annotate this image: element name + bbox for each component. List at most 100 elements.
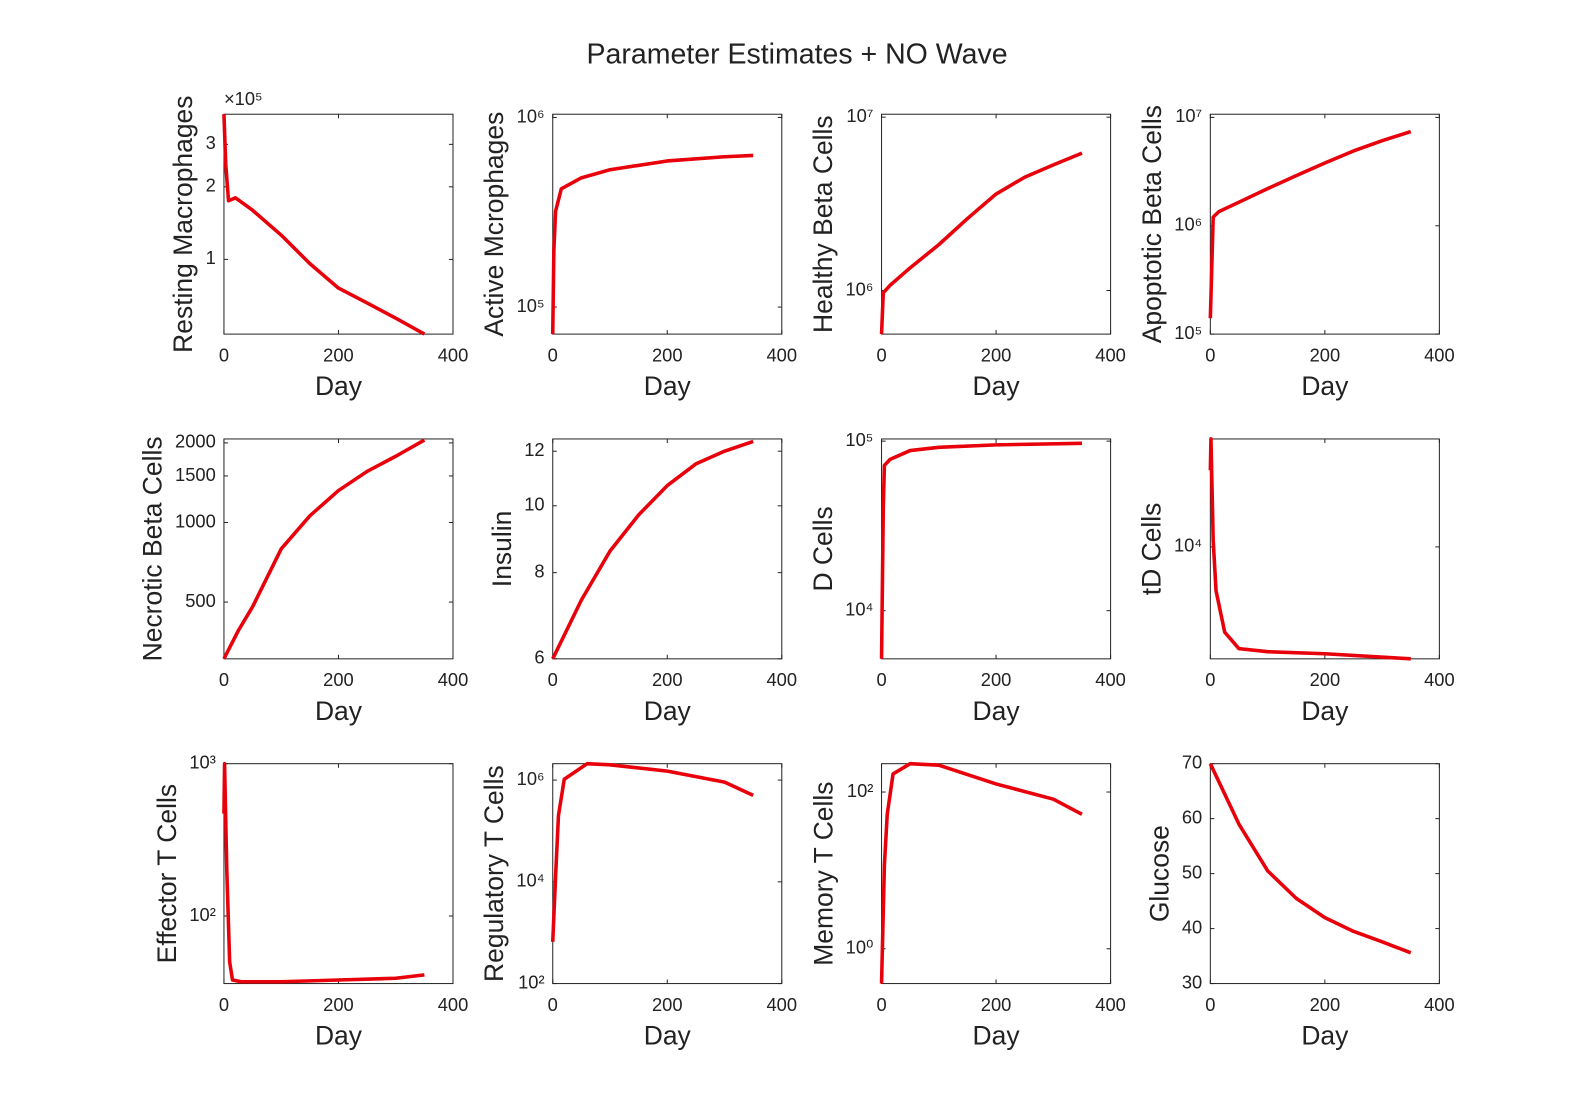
x-tick-label: 400 — [767, 344, 798, 365]
subplot: 0 200 400 1 2 3 ×10⁵ Day Resting Macrophages — [168, 88, 468, 401]
subplot: 0 200 400 10⁵ 10⁶ Day Active Mcrophages — [479, 105, 797, 401]
y-tick-label: 6 — [534, 647, 544, 668]
x-tick-label: 200 — [652, 344, 683, 365]
x-tick-label: 400 — [1424, 669, 1455, 690]
y-axis-label: Resting Macrophages — [168, 96, 198, 353]
y-tick-label: 10⁶ — [1174, 214, 1202, 235]
axes-box — [881, 113, 1112, 335]
y-tick-label: 8 — [534, 560, 544, 581]
data-line — [551, 439, 754, 660]
y-axis-label: Active Mcrophages — [479, 112, 509, 337]
axes-box — [223, 438, 454, 660]
x-axis-label: Day — [644, 371, 692, 401]
y-tick-label: 3 — [206, 132, 216, 153]
x-tick-label: 400 — [1095, 994, 1126, 1015]
y-tick-label: 10⁴ — [845, 599, 873, 620]
x-tick-label: 200 — [652, 669, 683, 690]
x-tick-label: 400 — [767, 669, 798, 690]
y-tick-label: 10⁷ — [846, 105, 873, 126]
y-tick-label: 10⁴ — [1174, 535, 1202, 556]
subplot: 0 200 400 6 8 10 12 Day Insulin — [487, 438, 798, 726]
data-line — [550, 153, 754, 335]
x-tick-label: 0 — [219, 344, 229, 365]
x-tick-label: 0 — [548, 669, 558, 690]
y-tick-label: 500 — [185, 590, 216, 611]
subplot: 0 200 400 10⁴ Day tD Cells — [1137, 437, 1455, 726]
axes-box — [552, 763, 783, 985]
x-tick-label: 200 — [1310, 994, 1341, 1015]
x-tick-label: 200 — [323, 994, 354, 1015]
x-tick-label: 400 — [1424, 344, 1455, 365]
x-axis-label: Day — [973, 696, 1021, 726]
y-tick-label: 40 — [1182, 916, 1202, 937]
axes-box — [1209, 763, 1440, 985]
x-tick-label: 200 — [981, 344, 1012, 365]
x-tick-label: 0 — [548, 344, 558, 365]
y-axis-label: Effector T Cells — [152, 784, 182, 963]
y-tick-label: 10⁴ — [516, 870, 544, 891]
y-axis-label: tD Cells — [1137, 503, 1167, 596]
data-line — [550, 761, 754, 942]
y-tick-label: 30 — [1182, 971, 1202, 992]
data-line — [879, 761, 1083, 984]
y-tick-label: 2000 — [175, 431, 216, 452]
y-tick-label: 10⁰ — [846, 937, 874, 958]
x-tick-label: 0 — [1205, 669, 1215, 690]
subplot: 0 200 400 10⁴ 10⁵ Day D Cells — [808, 429, 1126, 726]
x-axis-label: Day — [315, 1020, 363, 1050]
x-tick-label: 200 — [1310, 344, 1341, 365]
x-axis-label: Day — [1301, 696, 1349, 726]
x-tick-label: 0 — [876, 344, 886, 365]
x-tick-label: 0 — [876, 669, 886, 690]
x-tick-label: 200 — [323, 669, 354, 690]
subplot: 0 200 400 500 1000 1500 2000 Day Necrotic Beta C… — [138, 431, 469, 726]
figure-title: Parameter Estimates + NO Wave — [587, 39, 1008, 71]
data-line — [879, 441, 1083, 659]
x-axis-label: Day — [973, 1020, 1021, 1050]
y-tick-label: 1 — [206, 247, 216, 268]
y-tick-label: 10⁶ — [845, 278, 873, 299]
axes-box — [881, 438, 1112, 660]
data-line — [1208, 437, 1411, 661]
x-tick-label: 0 — [1205, 344, 1215, 365]
subplot: 0 200 400 10⁶ 10⁷ Day Healthy Beta Cells — [808, 105, 1126, 401]
axes-box — [1209, 113, 1440, 335]
x-tick-label: 0 — [548, 994, 558, 1015]
y-tick-label: 70 — [1182, 752, 1202, 773]
x-axis-label: Day — [1301, 371, 1349, 401]
x-axis-label: Day — [315, 696, 363, 726]
y-tick-label: 10⁷ — [1175, 105, 1202, 126]
x-tick-label: 0 — [1205, 994, 1215, 1015]
subplot: 0 200 400 10² 10³ Day Effector T Cells — [152, 752, 468, 1051]
x-tick-label: 400 — [767, 994, 798, 1015]
x-tick-label: 0 — [219, 669, 229, 690]
y-tick-label: 10² — [518, 971, 544, 992]
subplot: 0 200 400 30 40 50 60 70 Day Glucose — [1144, 752, 1454, 1051]
x-tick-label: 400 — [1095, 669, 1126, 690]
y-tick-label: 10⁵ — [845, 429, 873, 450]
subplot: 0 200 400 10² 10⁴ 10⁶ Day Regulatory T Cells — [479, 761, 798, 1050]
y-tick-label: 10⁶ — [517, 105, 545, 126]
x-tick-label: 400 — [438, 344, 469, 365]
y-axis-label: Regulatory T Cells — [479, 765, 509, 982]
x-tick-label: 400 — [438, 994, 469, 1015]
y-tick-label: 50 — [1182, 861, 1202, 882]
y-tick-label: 60 — [1182, 806, 1202, 827]
data-line — [879, 151, 1083, 335]
x-axis-label: Day — [315, 371, 363, 401]
data-line — [1208, 762, 1412, 955]
data-line — [1208, 129, 1412, 319]
x-axis-label: Day — [973, 371, 1021, 401]
y-tick-label: 10 — [524, 494, 544, 515]
y-axis-label: Necrotic Beta Cells — [138, 436, 168, 661]
x-tick-label: 400 — [1095, 344, 1126, 365]
y-tick-label: 10⁶ — [517, 768, 545, 789]
y-tick-label: 10² — [847, 780, 873, 801]
x-axis-label: Day — [644, 1020, 692, 1050]
x-axis-label: Day — [1301, 1020, 1349, 1050]
data-line — [222, 114, 426, 336]
x-tick-label: 0 — [219, 994, 229, 1015]
x-tick-label: 200 — [981, 669, 1012, 690]
data-line — [222, 761, 425, 984]
